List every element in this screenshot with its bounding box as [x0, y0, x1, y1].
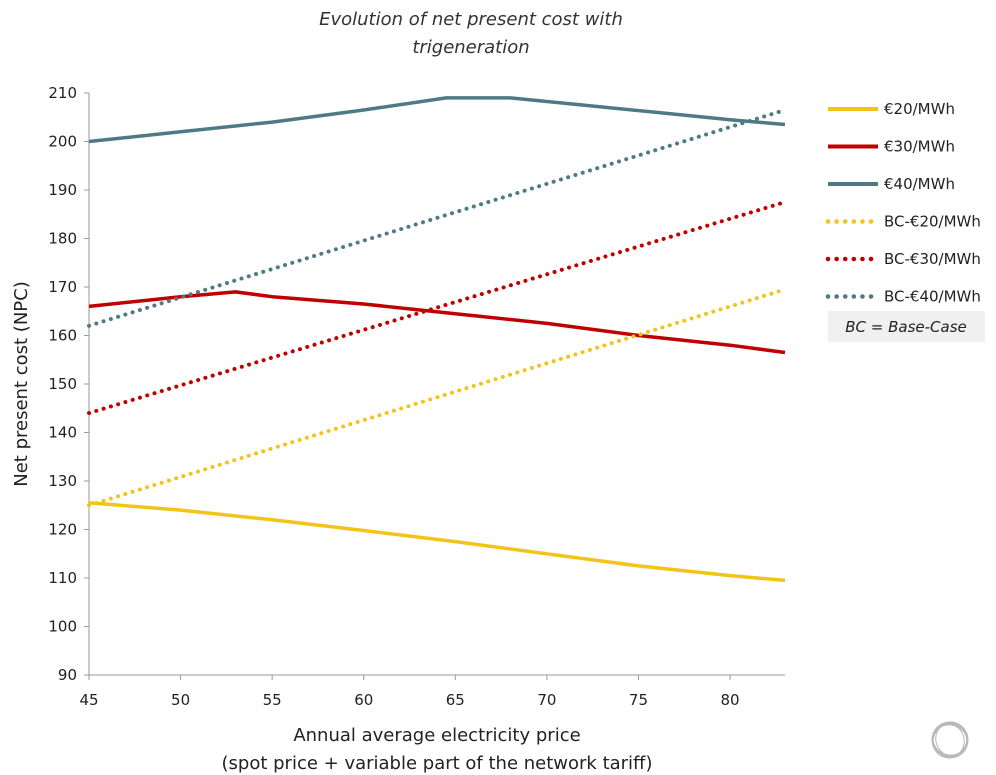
- legend-item-bc-eur30-mwh: BC-€30/MWh: [825, 250, 981, 268]
- y-tick-label: 190: [48, 181, 77, 199]
- series-line-bc-eur30-mwh: [87, 200, 787, 416]
- plot-area: 90 100 110 120 130 140 150 160 170 180 190 200 210 4…: [48, 84, 787, 709]
- y-tick-label: 90: [58, 666, 77, 684]
- base-case-note-box: [828, 311, 985, 342]
- series-line-eur30-mwh: [88, 290, 786, 355]
- circular-ring-logo-icon: [931, 721, 969, 759]
- y-tick-label: 110: [48, 569, 77, 587]
- y-tick-label: 120: [48, 521, 77, 539]
- series-line-bc-eur20-mwh: [87, 287, 787, 508]
- y-tick-label: 130: [48, 472, 77, 490]
- series-line-eur20-mwh: [88, 501, 786, 583]
- chart-title: Evolution of net present cost with trige…: [319, 9, 623, 58]
- legend-label: €40/MWh: [884, 175, 955, 193]
- y-tick-label: 140: [48, 424, 77, 442]
- x-tick-label: 45: [79, 691, 98, 709]
- legend-item-bc-eur40-mwh: BC-€40/MWh: [825, 288, 981, 306]
- series-layer: [87, 96, 787, 583]
- y-tick-label: 200: [48, 133, 77, 151]
- y-ticks: 90 100 110 120 130 140 150 160 170 180 190 200 210: [48, 84, 89, 684]
- y-tick-label: 150: [48, 375, 77, 393]
- legend: €20/MWh €30/MWh €40/MWh BC-€20/MWh BC-€30/MW…: [825, 100, 981, 306]
- x-tick-label: 60: [354, 691, 373, 709]
- legend-item-eur30-mwh: €30/MWh: [828, 138, 955, 156]
- y-tick-label: 210: [48, 84, 77, 102]
- y-tick-label: 160: [48, 327, 77, 345]
- series-line-eur40-mwh: [88, 96, 786, 144]
- legend-item-eur40-mwh: €40/MWh: [828, 175, 955, 193]
- x-tick-label: 80: [721, 691, 740, 709]
- chart-title-line-1: Evolution of net present cost with: [319, 9, 623, 30]
- series-line-bc-eur40-mwh: [87, 108, 787, 328]
- x-tick-label: 50: [171, 691, 190, 709]
- y-tick-label: 170: [48, 278, 77, 296]
- x-axis-title-line-1: Annual average electricity price: [293, 725, 580, 746]
- legend-label: €30/MWh: [884, 138, 955, 156]
- legend-label: €20/MWh: [884, 100, 955, 118]
- x-axis-title-line-2: (spot price + variable part of the netwo…: [222, 753, 653, 774]
- base-case-note: BC = Base-Case: [828, 311, 985, 342]
- x-ticks: 45 50 55 60 65 70 75 80: [79, 675, 740, 709]
- y-tick-label: 180: [48, 230, 77, 248]
- y-axis-title: Net present cost (NPC): [11, 281, 32, 486]
- chart-title-line-2: trigeneration: [412, 37, 529, 58]
- y-tick-label: 100: [48, 618, 77, 636]
- legend-label: BC-€20/MWh: [884, 213, 981, 231]
- legend-label: BC-€40/MWh: [884, 288, 981, 306]
- x-tick-label: 55: [263, 691, 282, 709]
- legend-label: BC-€30/MWh: [884, 250, 981, 268]
- x-tick-label: 65: [446, 691, 465, 709]
- x-tick-label: 70: [537, 691, 556, 709]
- x-tick-label: 75: [629, 691, 648, 709]
- base-case-note-text: BC = Base-Case: [845, 318, 967, 336]
- legend-item-eur20-mwh: €20/MWh: [828, 100, 955, 118]
- legend-item-bc-eur20-mwh: BC-€20/MWh: [825, 213, 981, 231]
